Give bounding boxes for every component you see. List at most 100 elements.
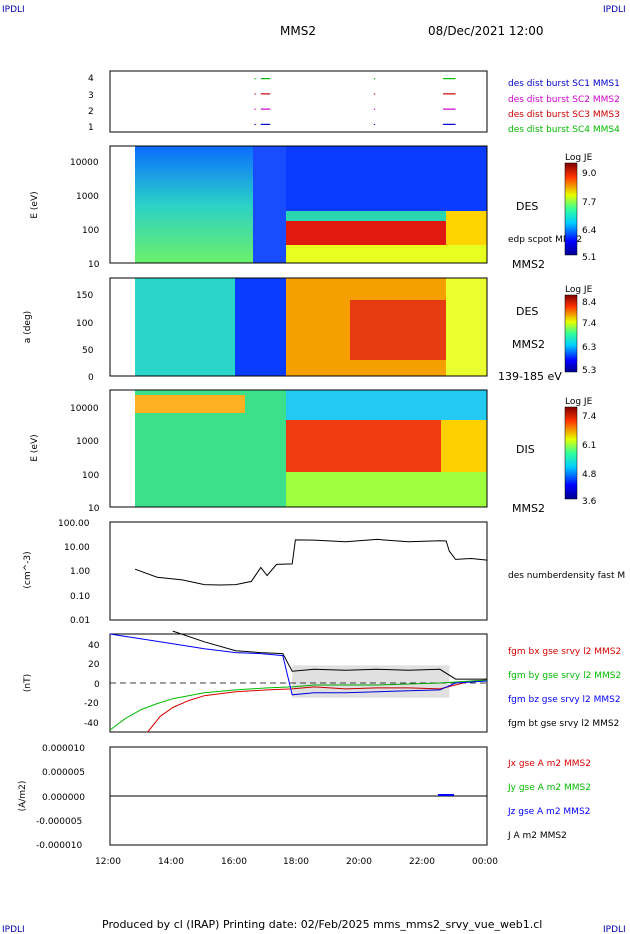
des-pitch-cb-tick-1: 7.4 (582, 319, 597, 329)
dis-energy-tick-10: 10 (88, 504, 100, 514)
dis-energy-colorbar-label: Log JE (565, 397, 593, 407)
density-series-line (134, 538, 488, 586)
dis-energy-panel: 10000 1000 100 10 E (eV) DIS MMS2 Log JE… (30, 389, 597, 515)
des-pitch-colorbar-label: Log JE (565, 285, 593, 295)
dis-energy-colorbar (564, 406, 578, 500)
des-pitch-heatmap-pre (135, 278, 235, 376)
burst-tick-1: 1 (88, 123, 94, 133)
time-axis: 12:00 14:00 16:00 18:00 20:00 22:00 00:0… (95, 857, 498, 867)
dis-energy-heatmap-high-e (286, 390, 487, 420)
density-tick-1: 1.00 (70, 567, 90, 577)
current-legend-jy: Jy gse A m2 MMS2 (507, 783, 591, 793)
des-energy-tick-10000: 10000 (70, 158, 99, 168)
burst-legend-mms1: des dist burst SC1 MMS1 (508, 79, 620, 89)
des-pitch-cb-tick-2: 6.3 (582, 343, 596, 353)
density-tick-100: 100.00 (58, 519, 90, 529)
dis-energy-cb-tick-0: 7.4 (582, 412, 597, 422)
burst-dot-sc3 (254, 93, 256, 95)
des-energy-cb-tick-0: 9.0 (582, 169, 597, 179)
corner-label-tl: IPDLI (2, 5, 25, 15)
time-tick-2200: 22:00 (409, 857, 435, 867)
spacecraft-title: MMS2 (280, 24, 316, 38)
burst-dot-sc1 (254, 123, 256, 126)
bfield-series-bx (147, 679, 488, 733)
des-energy-overlay-label: edp scpot MMS2 (508, 235, 582, 245)
dis-energy-cb-tick-1: 6.1 (582, 441, 596, 451)
corner-label-tr: IPDLI (603, 5, 626, 15)
corner-label-br: IPDLI (603, 925, 626, 934)
corner-label-bl: IPDLI (2, 925, 25, 934)
dis-energy-tick-1000: 1000 (76, 437, 99, 447)
bfield-series-bt (172, 630, 487, 680)
burst-legend-mms3: des dist burst SC3 MMS3 (508, 110, 620, 120)
burst-legend-mms4: des dist burst SC4 MMS4 (508, 125, 620, 135)
des-pitch-tick-100: 100 (76, 319, 93, 329)
dis-energy-cb-tick-2: 4.8 (582, 470, 597, 480)
density-tick-0.01: 0.01 (70, 616, 90, 626)
des-pitch-label-des: DES (516, 305, 538, 318)
bfield-series-bz (109, 633, 488, 696)
footer-credit: Produced by cl (IRAP) Printing date: 02/… (102, 918, 542, 931)
bfield-tick-neg20: -20 (84, 699, 99, 709)
dis-energy-label-mms2: MMS2 (512, 502, 545, 515)
time-tick-1200: 12:00 (95, 857, 121, 867)
current-legend-jz: Jz gse A m2 MMS2 (507, 807, 590, 817)
des-energy-cb-tick-2: 6.4 (582, 226, 597, 236)
bfield-ylabel: (nT) (23, 674, 33, 692)
current-tick-pos10: 0.000010 (42, 744, 85, 754)
dis-energy-label-dis: DIS (516, 443, 535, 456)
current-tick-neg5: -0.000005 (36, 817, 82, 827)
dis-energy-tick-100: 100 (82, 471, 99, 481)
datetime-title: 08/Dec/2021 12:00 (428, 24, 544, 38)
des-energy-heatmap-post (446, 211, 487, 245)
burst-dot-sc3 (373, 93, 376, 95)
bfield-legend-bt: fgm bt gse srvy l2 MMS2 (508, 719, 619, 729)
des-energy-tick-10: 10 (88, 260, 100, 270)
des-pitch-tick-150: 150 (76, 291, 93, 301)
bfield-tick-neg40: -40 (84, 719, 99, 729)
des-pitch-label-mms2: MMS2 (512, 338, 545, 351)
density-legend: des numberdensity fast M (508, 571, 625, 581)
bfield-legend-bz: fgm bz gse srvy l2 MMS2 (508, 695, 621, 705)
bfield-legend-by: fgm by gse srvy l2 MMS2 (508, 671, 621, 681)
density-tick-10: 10.00 (64, 543, 90, 553)
dis-energy-heatmap-low-e (286, 472, 487, 507)
bfield-panel: 40 20 0 -20 -40 (nT) fgm bx gse srvy l2 … (23, 630, 621, 733)
time-tick-2000: 20:00 (346, 857, 372, 867)
burst-ticks: 4 3 2 1 (88, 74, 94, 133)
current-tick-neg10: -0.000010 (36, 841, 82, 851)
des-energy-heatmap-transition (253, 146, 286, 263)
des-pitch-heatmap-core (350, 300, 446, 360)
des-pitch-heatmap-post (446, 278, 487, 376)
bfield-tick-40: 40 (88, 641, 100, 651)
des-pitch-panel: 150 100 50 0 a (deg) DES MMS2 139-185 eV… (23, 277, 597, 383)
time-tick-1600: 16:00 (221, 857, 247, 867)
des-energy-heatmap-high-e (286, 146, 487, 211)
burst-tick-2: 2 (88, 107, 94, 117)
des-pitch-tick-0: 0 (88, 373, 94, 383)
des-energy-colorbar-label: Log JE (565, 153, 593, 163)
dis-energy-heatmap-post (441, 420, 487, 472)
des-energy-panel: 10000 1000 100 10 E (eV) DES MMS2 edp sc… (30, 145, 597, 271)
des-energy-heatmap-pre (135, 146, 253, 263)
current-legend-jx: Jx gse A m2 MMS2 (507, 759, 591, 769)
des-energy-label-mms2: MMS2 (512, 258, 545, 271)
density-panel: 100.00 10.00 1.00 0.10 0.01 (cm^-3) des … (23, 519, 625, 626)
time-tick-1800: 18:00 (283, 857, 309, 867)
burst-dot-sc1 (373, 123, 376, 126)
des-energy-ylabel: E (eV) (30, 191, 40, 218)
current-legend-j: J A m2 MMS2 (507, 831, 567, 841)
current-tick-pos5: 0.000005 (42, 768, 85, 778)
time-tick-0000: 00:00 (472, 857, 498, 867)
des-energy-tick-1000: 1000 (76, 192, 99, 202)
burst-dot-sc2 (373, 108, 376, 110)
time-tick-1400: 14:00 (158, 857, 184, 867)
burst-marks (254, 78, 456, 126)
bfield-tick-20: 20 (88, 660, 100, 670)
density-tick-0.1: 0.10 (70, 592, 90, 602)
des-energy-colorbar (564, 162, 578, 256)
dis-energy-ylabel: E (eV) (30, 434, 40, 461)
burst-dot-sc4 (254, 78, 256, 80)
dis-energy-heatmap-peak (286, 420, 441, 472)
